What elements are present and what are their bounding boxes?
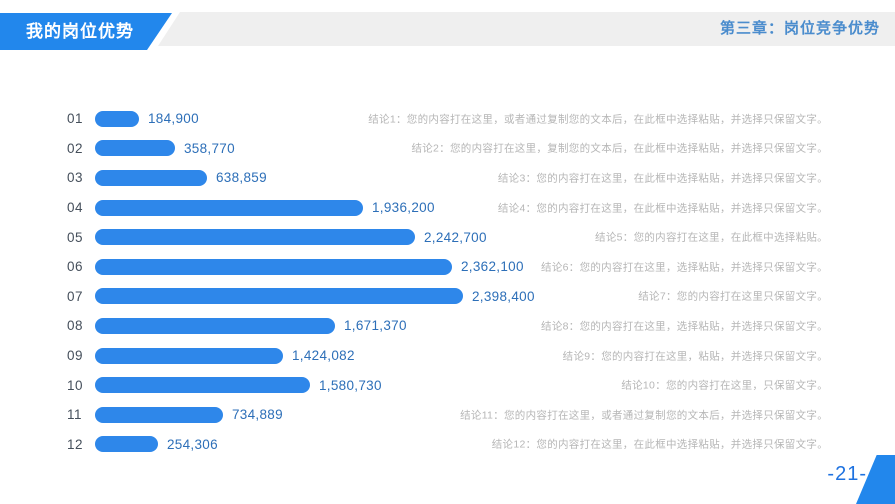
value-label: 1,936,200 <box>372 200 435 216</box>
chart-row: 12 254,306 结论12：您的内容打在这里，在此框中选择粘贴，并选择只保留文字… <box>0 430 895 460</box>
chart-row: 01 184,900 结论1：您的内容打在这里，或者通过复制您的文本后，在此框中选择… <box>0 104 895 134</box>
conclusion-text: 结论9：您的内容打在这里，粘贴，并选择只保留文字。 <box>562 350 828 363</box>
rank-label: 04 <box>67 200 84 216</box>
value-label: 1,424,082 <box>292 348 355 364</box>
value-label: 2,362,100 <box>461 259 524 275</box>
chapter-label: 第三章：岗位竞争优势 <box>719 20 880 37</box>
bar <box>95 110 139 127</box>
bar-chart: 01 184,900 结论1：您的内容打在这里，或者通过复制您的文本后，在此框中选择… <box>0 104 895 459</box>
value-label: 184,900 <box>148 111 199 127</box>
chart-row: 02 358,770 结论2：您的内容打在这里，复制您的文本后，在此框中选择粘贴，并… <box>0 134 895 164</box>
value-label: 2,242,700 <box>424 229 487 245</box>
conclusion-text: 结论10：您的内容打在这里，只保留文字。 <box>621 379 828 392</box>
rank-label: 01 <box>67 111 84 127</box>
rank-label: 11 <box>67 407 83 423</box>
page-title: 我的岗位优势 <box>26 22 134 41</box>
rank-label: 08 <box>67 318 84 334</box>
conclusion-text: 结论8：您的内容打在这里，选择粘贴，并选择只保留文字。 <box>541 320 828 333</box>
rank-label: 03 <box>67 170 84 186</box>
bar <box>95 347 283 364</box>
chart-row: 10 1,580,730 结论10：您的内容打在这里，只保留文字。 <box>0 370 895 400</box>
chart-row: 08 1,671,370 结论8：您的内容打在这里，选择粘贴，并选择只保留文字。 <box>0 311 895 341</box>
rank-label: 12 <box>67 436 84 452</box>
bar <box>95 229 415 246</box>
bar <box>95 140 175 157</box>
chart-row: 11 734,889 结论11：您的内容打在这里，或者通过复制您的文本后，并选择只保… <box>0 400 895 430</box>
rank-label: 06 <box>67 259 84 275</box>
value-label: 254,306 <box>167 436 218 452</box>
conclusion-text: 结论12：您的内容打在这里，在此框中选择粘贴，并选择只保留文字。 <box>491 438 828 451</box>
chart-row: 05 2,242,700 结论5：您的内容打在这里，在此框中选择粘贴。 <box>0 222 895 252</box>
rank-label: 09 <box>67 348 84 364</box>
bar <box>95 288 463 305</box>
bar <box>95 377 310 394</box>
value-label: 1,580,730 <box>319 377 382 393</box>
chart-row: 06 2,362,100 结论6：您的内容打在这里，选择粘贴，并选择只保留文字。 <box>0 252 895 282</box>
header-blue-ribbon <box>0 13 172 50</box>
rank-label: 10 <box>67 377 84 393</box>
chart-row: 09 1,424,082 结论9：您的内容打在这里，粘贴，并选择只保留文字。 <box>0 341 895 371</box>
conclusion-text: 结论4：您的内容打在这里，在此框中选择粘贴，并选择只保留文字。 <box>497 202 828 215</box>
rank-label: 07 <box>67 288 84 304</box>
value-label: 638,859 <box>216 170 267 186</box>
bar <box>95 169 207 186</box>
bar <box>95 436 158 453</box>
conclusion-text: 结论7：您的内容打在这里只保留文字。 <box>638 290 828 303</box>
value-label: 1,671,370 <box>344 318 407 334</box>
rank-label: 02 <box>67 140 84 156</box>
value-label: 734,889 <box>232 407 283 423</box>
bar <box>95 258 452 275</box>
conclusion-text: 结论2：您的内容打在这里，复制您的文本后，在此框中选择粘贴，并选择只保留文字。 <box>411 142 828 155</box>
bar <box>95 406 223 423</box>
conclusion-text: 结论11：您的内容打在这里，或者通过复制您的文本后，并选择只保留文字。 <box>460 409 828 422</box>
bar <box>95 317 335 334</box>
conclusion-text: 结论5：您的内容打在这里，在此框中选择粘贴。 <box>595 231 828 244</box>
header-gray-band <box>158 12 895 46</box>
value-label: 2,398,400 <box>472 288 535 304</box>
value-label: 358,770 <box>184 140 235 156</box>
chart-row: 03 638,859 结论3：您的内容打在这里，在此框中选择粘贴，并选择只保留文字。 <box>0 163 895 193</box>
bar <box>95 199 363 216</box>
conclusion-text: 结论1：您的内容打在这里，或者通过复制您的文本后，在此框中选择粘贴，并选择只保留… <box>368 113 828 126</box>
conclusion-text: 结论6：您的内容打在这里，选择粘贴，并选择只保留文字。 <box>541 261 828 274</box>
conclusion-text: 结论3：您的内容打在这里，在此框中选择粘贴，并选择只保留文字。 <box>497 172 828 185</box>
rank-label: 05 <box>67 229 84 245</box>
chart-row: 04 1,936,200 结论4：您的内容打在这里，在此框中选择粘贴，并选择只保留文… <box>0 193 895 223</box>
page-number: -21- <box>827 463 867 485</box>
chart-row: 07 2,398,400 结论7：您的内容打在这里只保留文字。 <box>0 282 895 312</box>
